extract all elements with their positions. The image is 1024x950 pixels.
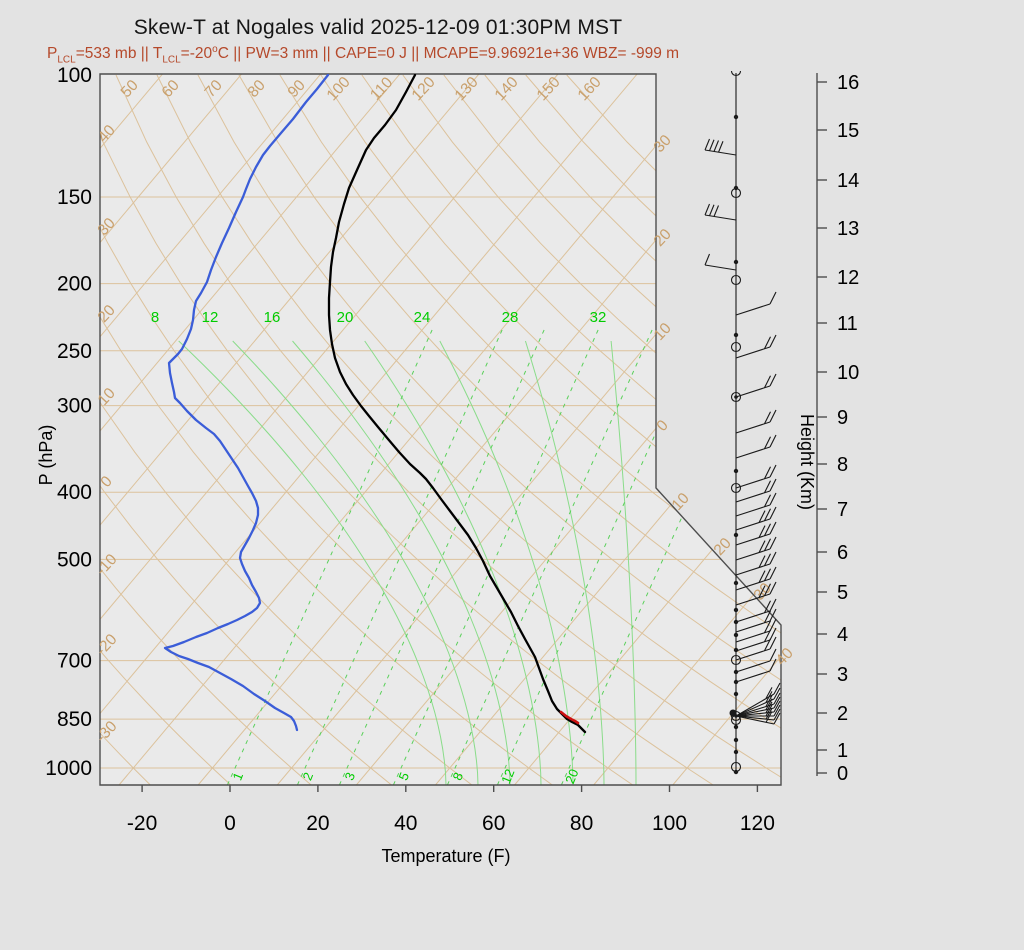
svg-text:28: 28: [502, 309, 519, 326]
svg-text:4: 4: [837, 624, 848, 646]
svg-text:80: 80: [570, 812, 593, 835]
svg-text:24: 24: [414, 309, 431, 326]
svg-text:1: 1: [837, 740, 848, 762]
moist-adiabat-labels: 8 12 16 20 24 28 32: [151, 309, 607, 326]
svg-text:400: 400: [57, 481, 92, 504]
svg-text:20: 20: [306, 812, 329, 835]
svg-text:500: 500: [57, 548, 92, 571]
chart-title: Skew-T at Nogales valid 2025-12-09 01:30…: [133, 16, 623, 39]
svg-text:Height (Km): Height (Km): [797, 414, 817, 510]
svg-text:12: 12: [837, 267, 859, 289]
svg-text:6: 6: [837, 542, 848, 564]
svg-text:0: 0: [837, 763, 848, 785]
svg-text:2: 2: [837, 703, 848, 725]
svg-text:0: 0: [224, 812, 236, 835]
red-parcel-segment: [559, 710, 580, 725]
svg-text:100: 100: [652, 812, 687, 835]
svg-text:5: 5: [837, 582, 848, 604]
dewpoint-trace: [163, 74, 330, 732]
svg-text:12: 12: [202, 309, 219, 326]
svg-text:20: 20: [562, 767, 581, 786]
svg-text:-20: -20: [127, 812, 157, 835]
svg-text:1000: 1000: [45, 757, 92, 780]
svg-text:9: 9: [837, 407, 848, 429]
svg-text:150: 150: [57, 186, 92, 209]
svg-text:12: 12: [498, 767, 517, 786]
isotherm-lines: [100, 74, 781, 785]
svg-text:300: 300: [57, 395, 92, 418]
wind-barb-column: [704, 70, 781, 775]
svg-text:20: 20: [337, 309, 354, 326]
svg-text:60: 60: [482, 812, 505, 835]
svg-text:850: 850: [57, 708, 92, 731]
svg-text:700: 700: [57, 650, 92, 673]
svg-text:16: 16: [837, 72, 859, 94]
mixing-ratio-lines: [226, 329, 767, 785]
svg-text:200: 200: [57, 273, 92, 296]
svg-text:40: 40: [394, 812, 417, 835]
svg-text:8: 8: [151, 309, 159, 326]
svg-text:10: 10: [837, 362, 859, 384]
plot-frame: [99, 73, 782, 786]
svg-text:3: 3: [837, 664, 848, 686]
svg-text:32: 32: [590, 309, 607, 326]
svg-text:11: 11: [837, 313, 858, 335]
svg-text:Temperature (F): Temperature (F): [381, 846, 510, 866]
moist-adiabat-lines: [178, 340, 637, 785]
svg-text:16: 16: [264, 309, 281, 326]
svg-text:7: 7: [837, 499, 848, 521]
svg-text:13: 13: [837, 218, 859, 240]
svg-text:15: 15: [837, 120, 859, 142]
temperature-trace: [327, 74, 587, 734]
svg-text:120: 120: [740, 812, 775, 835]
svg-text:P (hPa): P (hPa): [36, 425, 56, 486]
svg-text:250: 250: [57, 340, 92, 363]
svg-text:8: 8: [837, 454, 848, 476]
temperature-axis: -20 0 20 40 60 80 100 120 Temperature (F): [127, 785, 775, 866]
pressure-axis: 100 150 200 250 300 400 500 700 850 1000 P (hPa): [36, 64, 92, 780]
chart-subtitle: PLCL=533 mb || TLCL=-20oC || PW=3 mm || …: [47, 44, 680, 66]
svg-text:14: 14: [837, 170, 859, 192]
svg-text:100: 100: [57, 64, 92, 87]
